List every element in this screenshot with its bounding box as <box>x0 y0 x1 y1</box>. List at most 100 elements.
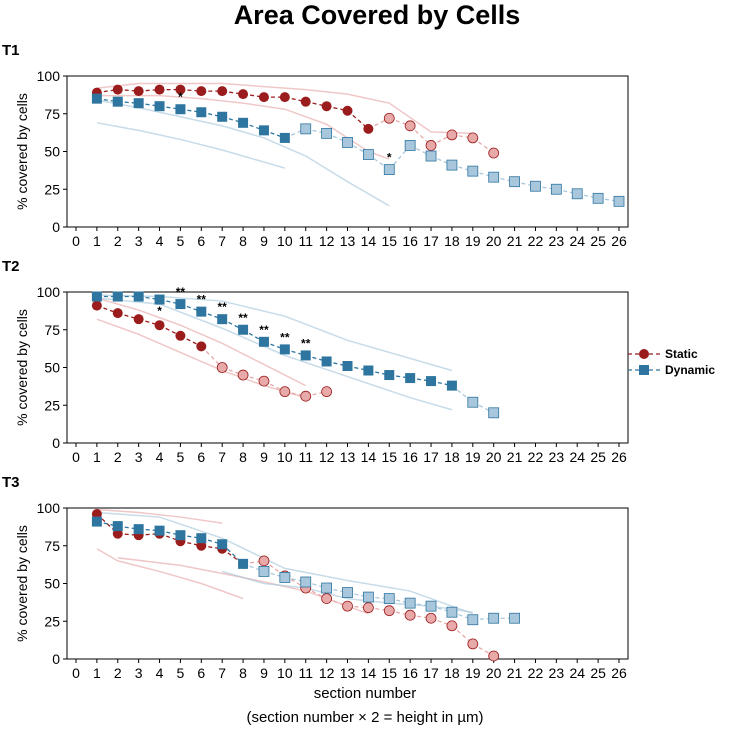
legend-static-marker <box>639 349 649 359</box>
data-point-static <box>488 147 500 159</box>
x-tick-label: 3 <box>135 449 143 465</box>
x-tick-label: 20 <box>486 665 502 681</box>
data-point-static <box>425 140 437 151</box>
x-tick-label: 22 <box>528 233 544 249</box>
x-tick-label: 19 <box>465 233 481 249</box>
data-point-static <box>112 308 123 319</box>
series-line-dynamic <box>388 145 411 171</box>
data-point-dynamic <box>530 180 541 192</box>
data-point-dynamic <box>279 344 290 355</box>
data-point-dynamic <box>217 111 228 122</box>
data-point-static <box>112 84 123 95</box>
range-line <box>96 508 223 524</box>
x-tick-label: 11 <box>298 233 313 249</box>
data-point-static <box>196 540 207 551</box>
data-point-dynamic <box>467 396 479 408</box>
legend-dynamic-label: Dynamic <box>665 363 715 377</box>
data-point-static <box>363 123 374 134</box>
data-point-dynamic <box>258 336 269 347</box>
data-point-dynamic <box>404 597 416 609</box>
data-point-static <box>467 638 479 650</box>
data-point-dynamic <box>363 365 374 376</box>
data-point-dynamic <box>279 132 290 143</box>
significance-marker: * <box>157 304 162 318</box>
x-tick-label: 4 <box>156 233 164 249</box>
x-tick-label: 10 <box>277 665 293 681</box>
x-tick-label: 7 <box>218 449 226 465</box>
data-point-dynamic <box>321 582 333 594</box>
y-tick-label: 25 <box>44 181 60 197</box>
x-tick-label: 12 <box>319 449 335 465</box>
range-line <box>96 318 306 399</box>
x-tick-label: 24 <box>569 233 585 249</box>
x-tick-label: 2 <box>114 665 122 681</box>
data-point-static <box>175 330 186 341</box>
data-point-dynamic <box>154 294 165 305</box>
data-point-static <box>383 112 395 124</box>
data-point-dynamic <box>342 137 353 148</box>
panel-label: T1 <box>2 42 20 59</box>
x-tick-label: 18 <box>444 665 460 681</box>
legend-static-label: Static <box>665 347 698 361</box>
data-point-dynamic <box>425 600 437 612</box>
x-tick-label: 12 <box>319 665 335 681</box>
x-tick-label: 23 <box>549 233 565 249</box>
x-tick-label: 15 <box>381 665 397 681</box>
x-tick-label: 18 <box>444 449 460 465</box>
data-point-dynamic <box>196 533 207 544</box>
data-point-static <box>258 375 270 387</box>
data-point-dynamic <box>217 539 228 550</box>
y-tick-label: 25 <box>44 613 60 629</box>
x-tick-label: 18 <box>444 233 460 249</box>
data-point-static <box>112 528 123 539</box>
x-tick-label: 0 <box>72 665 80 681</box>
data-point-dynamic <box>258 125 269 136</box>
data-point-static <box>488 650 500 662</box>
data-point-dynamic <box>467 614 479 626</box>
x-tick-label: 22 <box>528 449 544 465</box>
y-tick-label: 100 <box>37 284 61 300</box>
x-tick-label: 25 <box>590 665 606 681</box>
x-tick-label: 14 <box>361 449 377 465</box>
data-point-dynamic <box>488 171 500 183</box>
legend-dynamic-marker <box>639 365 649 375</box>
legend: Static Dynamic <box>628 347 715 377</box>
x-tick-label: 3 <box>135 233 143 249</box>
data-point-static <box>321 101 332 112</box>
range-line <box>96 511 474 615</box>
x-tick-label: 16 <box>402 449 418 465</box>
x-tick-label: 24 <box>569 665 585 681</box>
significance-marker: ** <box>218 300 228 314</box>
data-point-dynamic <box>154 525 165 536</box>
data-point-dynamic <box>91 516 102 527</box>
data-point-dynamic <box>446 606 458 618</box>
y-axis-label: % covered by cells <box>14 93 30 210</box>
x-axis-label-line2: (section number × 2 = height in µm) <box>246 709 483 726</box>
data-point-dynamic <box>321 356 332 367</box>
data-point-static <box>467 132 479 144</box>
data-point-dynamic <box>362 591 374 603</box>
significance-marker: * <box>178 90 183 104</box>
data-point-dynamic <box>196 306 207 317</box>
x-tick-label: 19 <box>465 665 481 681</box>
y-tick-label: 25 <box>44 397 60 413</box>
x-tick-label: 5 <box>177 665 185 681</box>
data-point-static <box>300 96 311 107</box>
data-point-static <box>342 105 353 116</box>
chart-title: Area Covered by Cells <box>234 0 521 30</box>
data-point-dynamic <box>112 291 123 302</box>
x-tick-label: 8 <box>239 449 247 465</box>
x-tick-label: 21 <box>507 665 523 681</box>
range-line <box>96 294 453 372</box>
y-tick-label: 0 <box>52 219 60 235</box>
data-point-static <box>91 300 102 311</box>
data-point-dynamic <box>279 572 291 583</box>
significance-marker: ** <box>280 330 290 344</box>
data-point-dynamic <box>321 127 333 139</box>
data-point-static <box>321 386 333 398</box>
data-point-static <box>321 593 333 604</box>
x-tick-label: 20 <box>486 449 502 465</box>
data-point-dynamic <box>196 107 207 118</box>
